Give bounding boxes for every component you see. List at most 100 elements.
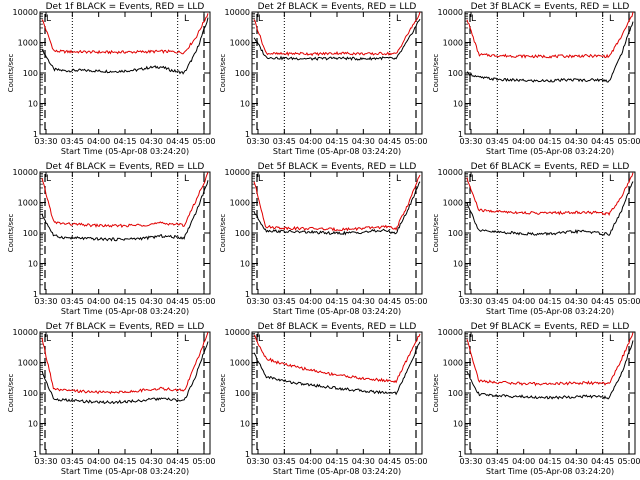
- plot-frame: [39, 331, 211, 455]
- events-series-line: [466, 340, 634, 400]
- y-tick-label: 10: [453, 100, 463, 109]
- y-tick-label: 1: [245, 450, 250, 459]
- x-tick-label: 04:00: [299, 137, 322, 146]
- marker-label: L: [184, 174, 189, 184]
- marker-label: L: [471, 174, 476, 184]
- chart-title: Det 3f BLACK = Events, RED = LLD: [471, 2, 630, 12]
- y-tick-label: 1000: [443, 199, 463, 208]
- marker-label: L: [396, 14, 401, 24]
- chart-title: Det 1f BLACK = Events, RED = LLD: [46, 2, 205, 12]
- x-tick-label: 05:00: [192, 297, 215, 306]
- x-tick-label: 04:00: [512, 297, 535, 306]
- events-series-line: [466, 21, 634, 83]
- x-tick-label: 04:15: [325, 137, 348, 146]
- y-tick-label: 10000: [13, 328, 38, 337]
- x-tick-label: 04:30: [140, 457, 163, 466]
- x-tick-label: 05:00: [617, 297, 640, 306]
- y-tick-label: 1000: [230, 39, 250, 48]
- y-tick-label: 1: [245, 290, 250, 299]
- x-tick-label: 03:30: [459, 137, 482, 146]
- lld-series-line: [41, 172, 209, 228]
- marker-label: L: [46, 174, 51, 184]
- x-tick-label: 04:15: [113, 457, 136, 466]
- x-tick-label: 04:45: [591, 457, 614, 466]
- y-tick-label: 10: [240, 420, 250, 429]
- chart-panel-3: Det 3f BLACK = Events, RED = LLD 1 10 100 10…: [432, 2, 640, 156]
- y-tick-label: 10000: [438, 328, 463, 337]
- y-tick-label: 10: [28, 420, 38, 429]
- chart-title: Det 4f BLACK = Events, RED = LLD: [46, 162, 205, 172]
- y-tick-label: 10: [453, 420, 463, 429]
- marker-label: L: [396, 334, 401, 344]
- x-tick-label: 03:30: [246, 297, 269, 306]
- marker-label: L: [471, 334, 476, 344]
- y-tick-label: 1000: [18, 359, 38, 368]
- x-tick-label: 04:30: [565, 137, 588, 146]
- marker-label: L: [258, 174, 263, 184]
- plot-frame: [464, 331, 636, 455]
- x-axis-label: Start Time (05-Apr-08 03:24:20): [486, 147, 614, 156]
- x-tick-label: 04:00: [299, 297, 322, 306]
- y-tick-label: 10000: [13, 168, 38, 177]
- chart-title: Det 2f BLACK = Events, RED = LLD: [258, 2, 417, 12]
- y-axis-label: Counts/sec: [219, 214, 227, 253]
- x-tick-label: 03:45: [486, 297, 509, 306]
- x-tick-label: 04:15: [538, 297, 561, 306]
- x-tick-label: 03:45: [273, 457, 296, 466]
- y-tick-label: 1: [33, 290, 38, 299]
- plot-frame: [39, 11, 211, 135]
- x-axis-label: Start Time (05-Apr-08 03:24:20): [486, 467, 614, 476]
- chart-panel-6: Det 6f BLACK = Events, RED = LLD 1 10 100 10…: [432, 162, 640, 316]
- lld-series-line: [41, 13, 209, 55]
- lld-series-line: [253, 11, 421, 57]
- x-tick-label: 05:00: [617, 457, 640, 466]
- x-tick-label: 04:00: [87, 137, 110, 146]
- y-tick-label: 1: [458, 290, 463, 299]
- x-axis-label: Start Time (05-Apr-08 03:24:20): [61, 307, 189, 316]
- x-tick-label: 03:45: [61, 297, 84, 306]
- y-tick-label: 1: [458, 450, 463, 459]
- x-tick-label: 03:45: [61, 457, 84, 466]
- y-axis-label: Counts/sec: [432, 214, 440, 253]
- y-tick-label: 1000: [443, 359, 463, 368]
- chart-title: Det 5f BLACK = Events, RED = LLD: [258, 162, 417, 172]
- chart-title: Det 7f BLACK = Events, RED = LLD: [46, 322, 205, 332]
- y-tick-label: 100: [235, 389, 250, 398]
- y-tick-label: 10000: [225, 168, 250, 177]
- lld-series-line: [466, 172, 634, 217]
- x-tick-label: 03:30: [246, 457, 269, 466]
- x-tick-label: 04:30: [565, 297, 588, 306]
- lld-series-line: [466, 11, 634, 59]
- events-series-line: [41, 17, 209, 75]
- y-tick-label: 10000: [438, 168, 463, 177]
- marker-label: L: [609, 334, 614, 344]
- chart-panel-4: Det 4f BLACK = Events, RED = LLD 1 10 100 10…: [7, 162, 216, 316]
- x-tick-label: 04:00: [512, 457, 535, 466]
- x-tick-label: 04:45: [166, 457, 189, 466]
- x-tick-label: 03:45: [486, 137, 509, 146]
- x-axis-label: Start Time (05-Apr-08 03:24:20): [486, 307, 614, 316]
- marker-label: L: [46, 334, 51, 344]
- x-tick-label: 04:15: [538, 457, 561, 466]
- marker-label: L: [258, 14, 263, 24]
- chart-panel-5: Det 5f BLACK = Events, RED = LLD 1 10 100 10…: [219, 162, 428, 316]
- y-axis-label: Counts/sec: [219, 374, 227, 413]
- events-series-line: [41, 341, 209, 405]
- marker-label: L: [184, 334, 189, 344]
- x-tick-label: 04:15: [538, 137, 561, 146]
- chart-panel-8: Det 8f BLACK = Events, RED = LLD 1 10 100 10…: [219, 322, 428, 476]
- x-tick-label: 04:15: [325, 297, 348, 306]
- marker-label: L: [184, 14, 189, 24]
- y-tick-label: 100: [23, 229, 38, 238]
- x-tick-label: 03:30: [34, 137, 57, 146]
- x-tick-label: 04:15: [113, 297, 136, 306]
- x-axis-label: Start Time (05-Apr-08 03:24:20): [61, 147, 189, 156]
- events-series-line: [466, 181, 634, 237]
- x-tick-label: 04:00: [87, 457, 110, 466]
- events-series-line: [253, 18, 421, 61]
- y-tick-label: 10000: [438, 8, 463, 17]
- x-tick-label: 04:15: [113, 137, 136, 146]
- y-axis-label: Counts/sec: [7, 214, 15, 253]
- x-tick-label: 05:00: [192, 457, 215, 466]
- x-tick-label: 03:30: [246, 137, 269, 146]
